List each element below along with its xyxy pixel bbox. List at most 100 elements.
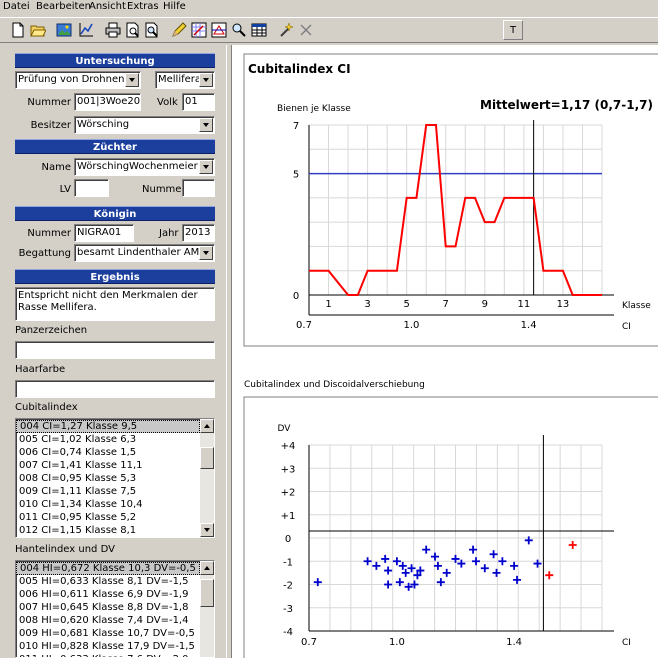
- scatter-point: [392, 557, 401, 566]
- jahr-label: Jahr: [159, 228, 179, 239]
- search-icon[interactable]: [230, 21, 248, 39]
- pencil-icon[interactable]: [170, 21, 188, 39]
- y-tick-label: -1: [283, 557, 293, 568]
- lv-field[interactable]: [74, 179, 109, 197]
- table-icon[interactable]: [250, 21, 268, 39]
- scatter-point: [492, 568, 501, 577]
- hantel-list-item[interactable]: 005 HI=0,633 Klasse 8,1 DV=-1,5: [19, 576, 189, 587]
- close-icon[interactable]: [297, 21, 315, 39]
- scatter-point: [545, 571, 554, 580]
- chart-icon[interactable]: [77, 21, 95, 39]
- scatter-point: [524, 536, 533, 545]
- scatter-point: [372, 561, 381, 570]
- chevron-down-icon[interactable]: [125, 73, 139, 87]
- begattung-select[interactable]: besamt Lindenthaler AMZ: [74, 244, 215, 262]
- hantel-list-item[interactable]: 006 HI=0,611 Klasse 6,9 DV=-1,9: [19, 589, 189, 600]
- distribution-line: [309, 124, 602, 296]
- cubitalindex-list-item[interactable]: 008 CI=0,95 Klasse 5,3: [19, 473, 137, 484]
- scrollbar[interactable]: [200, 561, 214, 657]
- y-axis-label: Bienen je Klasse: [277, 104, 351, 114]
- chevron-down-icon[interactable]: [199, 160, 213, 174]
- scatter-point: [433, 561, 442, 570]
- race-select[interactable]: Mellifera: [155, 71, 215, 89]
- new-file-icon[interactable]: [9, 21, 27, 39]
- panzerzeichen-field[interactable]: [15, 341, 215, 359]
- scroll-down-icon[interactable]: [200, 523, 214, 537]
- zuechter-nummer-field[interactable]: [182, 179, 215, 197]
- scroll-thumb[interactable]: [200, 447, 214, 469]
- cubitalindex-list-item[interactable]: 009 CI=1,11 Klasse 7,5: [19, 486, 137, 497]
- hantel-list-item[interactable]: 011 HI=0,633 Klasse 7,6 DV=-2,0: [16, 653, 200, 657]
- wand-icon[interactable]: [277, 21, 295, 39]
- cubitalindex-listbox[interactable]: 004 CI=1,27 Klasse 9,5 005 CI=1,02 Klasse…: [15, 418, 215, 538]
- scatter-point: [313, 578, 322, 587]
- scatter-point: [472, 557, 481, 566]
- measure-icon[interactable]: [210, 21, 228, 39]
- splitter[interactable]: [226, 45, 232, 658]
- cubitalindex-list-item[interactable]: 004 CI=1,27 Klasse 9,5: [16, 420, 200, 433]
- hantel-list-item[interactable]: 008 HI=0,620 Klasse 7,4 DV=-1,4: [19, 615, 189, 626]
- cubitalindex-list-item[interactable]: 007 CI=1,41 Klasse 11,1: [19, 460, 143, 471]
- scatter-point: [442, 568, 451, 577]
- cubitalindex-list-item[interactable]: 010 CI=1,34 Klasse 10,4: [19, 499, 143, 510]
- haarfarbe-field[interactable]: [15, 380, 215, 398]
- nummer-field[interactable]: 001|3Woe2014: [74, 93, 141, 111]
- print-preview-icon[interactable]: [124, 21, 142, 39]
- picture-icon[interactable]: [55, 21, 73, 39]
- jahr-field[interactable]: 2013: [182, 224, 215, 242]
- menu-extras[interactable]: Extras: [127, 1, 159, 12]
- y-tick-label: -3: [283, 604, 293, 615]
- scatter-point: [384, 566, 393, 575]
- t-button[interactable]: T: [503, 20, 523, 40]
- chevron-down-icon[interactable]: [199, 246, 213, 260]
- scroll-up-icon[interactable]: [200, 561, 214, 575]
- begattung-value: besamt Lindenthaler AMZ: [77, 247, 207, 258]
- zuechter-name-label: Name: [41, 162, 71, 173]
- zuechter-header: Züchter: [15, 139, 215, 154]
- hantel-list-item[interactable]: 007 HI=0,645 Klasse 8,8 DV=-1,8: [19, 602, 189, 613]
- type-select[interactable]: Prüfung von Drohnen: [15, 71, 141, 89]
- toolbar: T: [0, 17, 658, 43]
- scroll-up-icon[interactable]: [200, 419, 214, 433]
- cubitalindex-list-item[interactable]: 006 CI=0,74 Klasse 1,5: [19, 447, 137, 458]
- scrollbar[interactable]: [200, 419, 214, 537]
- menu-datei[interactable]: Datei: [3, 1, 30, 12]
- besitzer-select[interactable]: Wörsching: [74, 116, 215, 134]
- chevron-down-icon[interactable]: [199, 73, 213, 87]
- ergebnis-text: Entspricht nicht den Merkmalen der Rasse…: [15, 287, 215, 321]
- x-axis-label: Klasse: [622, 301, 651, 311]
- open-folder-icon[interactable]: [29, 21, 47, 39]
- besitzer-select-value: Wörsching: [77, 119, 130, 130]
- menu-bearbeiten[interactable]: Bearbeiten: [36, 1, 91, 12]
- x-tick-label: 1.0: [389, 637, 405, 648]
- untersuchung-header: Untersuchung: [15, 53, 215, 68]
- haarfarbe-label: Haarfarbe: [15, 364, 66, 375]
- scatter-point: [363, 557, 372, 566]
- koenigin-nummer-label: Nummer: [27, 228, 71, 239]
- zuechter-name-select[interactable]: WörschingWochenmeier: [74, 158, 215, 176]
- y-tick-label: 0: [285, 534, 291, 545]
- zoom-page-icon[interactable]: [143, 21, 161, 39]
- edit-grid-icon[interactable]: [190, 21, 208, 39]
- hantel-list-item[interactable]: 010 HI=0,828 Klasse 17,9 DV=-1,5: [19, 641, 195, 652]
- zuechter-name-value: WörschingWochenmeier: [77, 161, 198, 172]
- hantel-list-item[interactable]: 004 HI=0,672 Klasse 10,3 DV=-0,5: [16, 562, 200, 575]
- hantel-list-item[interactable]: 009 HI=0,681 Klasse 10,7 DV=-0,5: [19, 628, 195, 639]
- scroll-thumb[interactable]: [200, 579, 214, 607]
- scatter-point: [480, 564, 489, 573]
- chevron-down-icon[interactable]: [199, 118, 213, 132]
- menu-ansicht[interactable]: Ansicht: [89, 1, 126, 12]
- koenigin-nummer-field[interactable]: NIGRA01: [74, 224, 134, 242]
- cubitalindex-list-item[interactable]: 012 CI=1,15 Klasse 8,1: [19, 525, 137, 536]
- chart-title: Cubitalindex und Discoidalverschiebung: [244, 380, 425, 390]
- type-select-value: Prüfung von Drohnen: [18, 74, 125, 85]
- cubitalindex-list-item[interactable]: 011 CI=0,95 Klasse 5,2: [19, 512, 137, 523]
- print-icon[interactable]: [104, 21, 122, 39]
- cubitalindex-chart: Cubitalindex CI Mittelwert=1,17 (0,7-1,7)…: [243, 53, 658, 347]
- scatter-point: [568, 540, 577, 549]
- volk-field[interactable]: 01: [182, 93, 215, 111]
- menu-hilfe[interactable]: Hilfe: [163, 1, 186, 12]
- hantel-listbox[interactable]: 004 HI=0,672 Klasse 10,3 DV=-0,5 005 HI=0…: [15, 560, 215, 658]
- cubitalindex-list-item[interactable]: 005 CI=1,02 Klasse 6,3: [19, 434, 137, 445]
- y-tick-label: +3: [281, 464, 296, 475]
